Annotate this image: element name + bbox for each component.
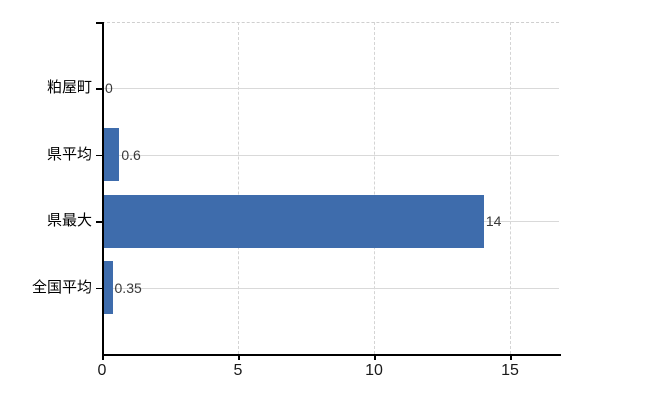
gridline-vertical	[510, 22, 512, 354]
x-axis-line	[102, 354, 561, 356]
gridline-horizontal	[102, 88, 559, 90]
x-tick-label: 0	[97, 362, 107, 379]
gridline-vertical	[374, 22, 376, 354]
x-tick-label: 15	[501, 362, 519, 379]
category-label: 粕屋町	[46, 79, 92, 97]
category-label: 全国平均	[31, 278, 92, 296]
x-axis-tick	[374, 355, 376, 360]
x-axis-tick	[102, 355, 104, 360]
x-tick-label: 10	[365, 362, 383, 379]
value-label: 0.35	[114, 279, 142, 296]
y-axis-tick	[96, 287, 102, 290]
category-label: 県最大	[46, 212, 92, 230]
bar	[103, 128, 120, 182]
gridline-horizontal	[102, 287, 559, 289]
value-label: 0	[105, 80, 113, 97]
y-axis-tick	[96, 88, 102, 90]
y-axis-line	[102, 22, 104, 354]
value-label: 14	[485, 213, 502, 230]
bar	[103, 261, 113, 315]
x-axis-tick	[510, 355, 512, 360]
y-axis-tick	[96, 154, 102, 157]
y-axis-tick	[96, 221, 102, 223]
gridline-vertical	[238, 22, 239, 354]
x-tick-label: 5	[233, 362, 243, 379]
bar	[103, 194, 484, 248]
plot-top-border	[102, 22, 559, 23]
x-axis-tick	[238, 355, 240, 360]
value-label: 0.6	[121, 146, 141, 163]
gridline-horizontal	[102, 154, 559, 156]
category-label: 県平均	[46, 145, 92, 163]
y-axis-top-tick	[96, 22, 102, 24]
